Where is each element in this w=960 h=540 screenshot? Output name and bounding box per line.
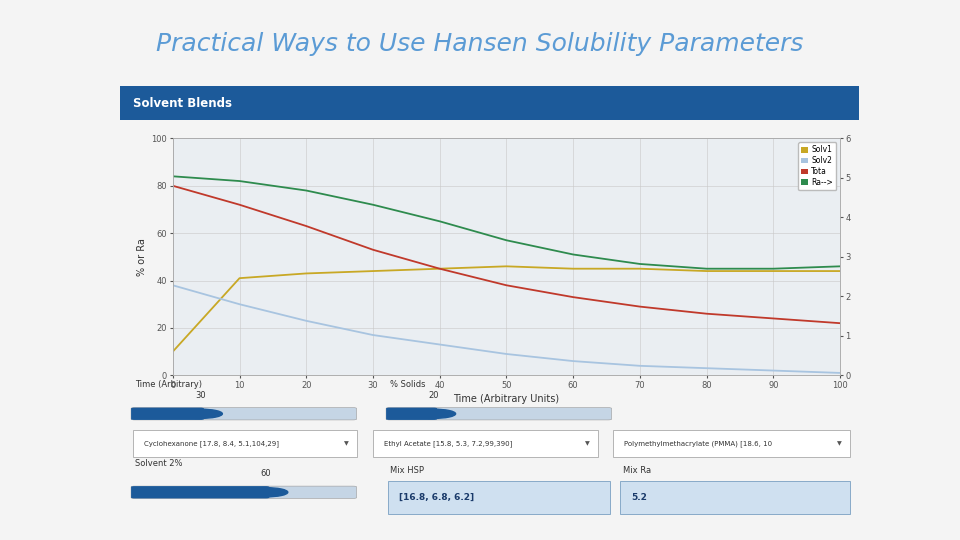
FancyBboxPatch shape: [132, 486, 356, 498]
Circle shape: [244, 488, 288, 497]
Circle shape: [411, 409, 456, 418]
Text: Time (Arbitrary): Time (Arbitrary): [134, 380, 202, 389]
Text: [16.8, 6.8, 6.2]: [16.8, 6.8, 6.2]: [398, 493, 474, 502]
Text: Ethyl Acetate [15.8, 5.3, 7.2,99,390]: Ethyl Acetate [15.8, 5.3, 7.2,99,390]: [384, 441, 513, 447]
Text: 30: 30: [195, 391, 205, 400]
Text: Mix HSP: Mix HSP: [390, 465, 423, 475]
Text: ▼: ▼: [837, 441, 842, 446]
Text: Practical Ways to Use Hansen Solubility Parameters: Practical Ways to Use Hansen Solubility …: [156, 32, 804, 56]
FancyBboxPatch shape: [132, 430, 357, 457]
FancyBboxPatch shape: [386, 408, 612, 420]
FancyBboxPatch shape: [132, 408, 204, 420]
Text: ▼: ▼: [585, 441, 589, 446]
Text: ▼: ▼: [345, 441, 349, 446]
Text: Solvent Blends: Solvent Blends: [133, 97, 232, 110]
Circle shape: [178, 409, 223, 418]
Text: 5.2: 5.2: [632, 493, 647, 502]
FancyBboxPatch shape: [388, 481, 611, 514]
Text: Polymethylmethacrylate (PMMA) [18.6, 10: Polymethylmethacrylate (PMMA) [18.6, 10: [624, 441, 772, 447]
Text: Solvent 2%: Solvent 2%: [134, 458, 182, 468]
FancyBboxPatch shape: [620, 481, 851, 514]
Text: Cyclohexanone [17.8, 8.4, 5.1,104,29]: Cyclohexanone [17.8, 8.4, 5.1,104,29]: [144, 441, 278, 447]
Text: Mix Ra: Mix Ra: [623, 465, 651, 475]
Text: 60: 60: [260, 469, 271, 478]
FancyBboxPatch shape: [132, 408, 356, 420]
FancyBboxPatch shape: [372, 430, 597, 457]
Text: % Solids: % Solids: [390, 380, 425, 389]
FancyBboxPatch shape: [132, 486, 270, 498]
FancyBboxPatch shape: [386, 408, 437, 420]
FancyBboxPatch shape: [120, 86, 859, 120]
Legend: Solv1, Solv2, Tota, Ra-->: Solv1, Solv2, Tota, Ra-->: [799, 142, 836, 190]
X-axis label: Time (Arbitrary Units): Time (Arbitrary Units): [453, 394, 560, 404]
FancyBboxPatch shape: [613, 430, 851, 457]
Text: 20: 20: [428, 391, 439, 400]
Y-axis label: % or Ra: % or Ra: [137, 238, 147, 276]
